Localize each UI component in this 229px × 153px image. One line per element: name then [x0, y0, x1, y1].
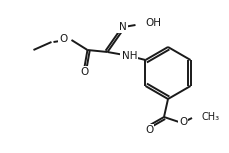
Text: O: O	[145, 125, 153, 135]
Text: O: O	[179, 117, 187, 127]
Text: O: O	[59, 34, 68, 44]
Text: CH₃: CH₃	[202, 112, 220, 122]
Text: NH: NH	[122, 51, 137, 61]
Text: N: N	[119, 22, 126, 32]
Text: O: O	[80, 67, 89, 77]
Text: OH: OH	[145, 18, 161, 28]
